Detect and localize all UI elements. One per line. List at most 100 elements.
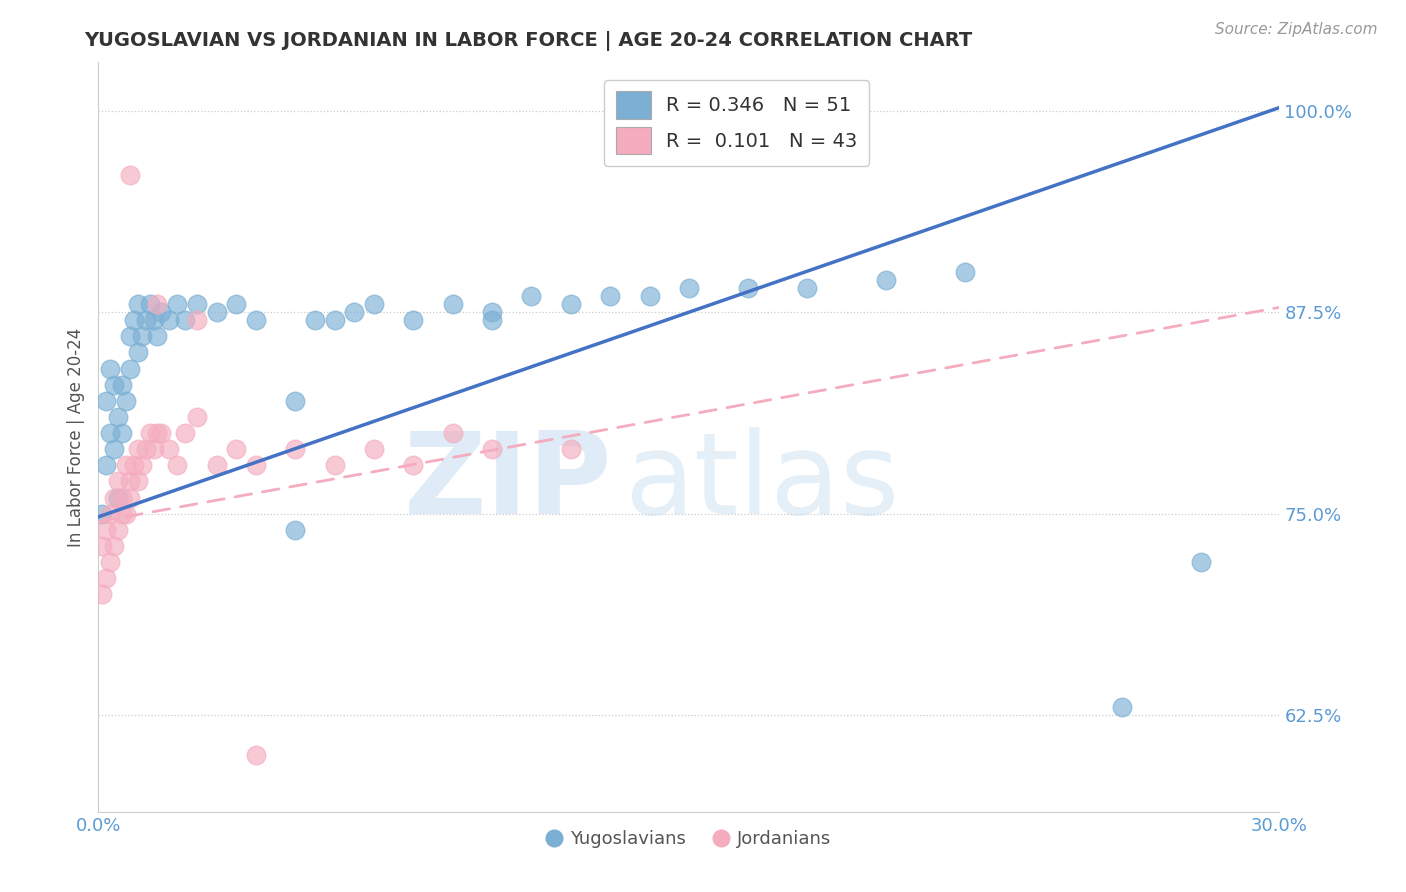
Point xyxy=(638,289,661,303)
Point xyxy=(245,313,267,327)
Point xyxy=(107,491,129,505)
Point xyxy=(284,442,307,457)
Point xyxy=(107,409,129,424)
Point xyxy=(304,313,326,327)
Text: ZIP: ZIP xyxy=(404,426,612,538)
Point xyxy=(122,313,145,327)
Point xyxy=(103,377,125,392)
Point xyxy=(323,458,346,473)
Point xyxy=(560,442,582,457)
Point xyxy=(122,458,145,473)
Point xyxy=(142,313,165,327)
Point xyxy=(174,425,197,440)
Point xyxy=(1189,555,1212,569)
Point xyxy=(107,475,129,489)
Point xyxy=(678,281,700,295)
Point xyxy=(138,425,160,440)
Point xyxy=(441,297,464,311)
Point xyxy=(186,313,208,327)
Point xyxy=(107,523,129,537)
Point xyxy=(118,329,141,343)
Legend: Yugoslavians, Jordanians: Yugoslavians, Jordanians xyxy=(540,822,838,855)
Point xyxy=(96,393,118,408)
Point xyxy=(118,361,141,376)
Point xyxy=(146,425,169,440)
Point xyxy=(245,748,267,763)
Point xyxy=(146,329,169,343)
Text: Source: ZipAtlas.com: Source: ZipAtlas.com xyxy=(1215,22,1378,37)
Point xyxy=(737,281,759,295)
Point xyxy=(343,305,366,319)
Point xyxy=(98,555,121,569)
Point xyxy=(146,297,169,311)
Point xyxy=(166,297,188,311)
Point xyxy=(402,313,425,327)
Point xyxy=(98,425,121,440)
Point xyxy=(166,458,188,473)
Point xyxy=(98,507,121,521)
Point xyxy=(127,345,149,359)
Point xyxy=(1111,700,1133,714)
Point xyxy=(118,491,141,505)
Point xyxy=(111,507,134,521)
Point xyxy=(127,442,149,457)
Point xyxy=(138,297,160,311)
Point xyxy=(96,571,118,585)
Text: atlas: atlas xyxy=(624,426,900,538)
Point xyxy=(150,425,173,440)
Point xyxy=(284,393,307,408)
Point xyxy=(131,458,153,473)
Point xyxy=(174,313,197,327)
Y-axis label: In Labor Force | Age 20-24: In Labor Force | Age 20-24 xyxy=(66,327,84,547)
Point xyxy=(245,458,267,473)
Point xyxy=(118,168,141,182)
Point xyxy=(135,313,157,327)
Point xyxy=(111,377,134,392)
Point xyxy=(481,442,503,457)
Point xyxy=(323,313,346,327)
Point xyxy=(186,297,208,311)
Point xyxy=(599,289,621,303)
Point xyxy=(111,491,134,505)
Point xyxy=(205,458,228,473)
Point xyxy=(481,313,503,327)
Point xyxy=(115,458,138,473)
Point xyxy=(520,289,543,303)
Point xyxy=(131,329,153,343)
Point xyxy=(127,475,149,489)
Point xyxy=(115,393,138,408)
Point xyxy=(157,442,180,457)
Point xyxy=(91,539,114,553)
Point xyxy=(363,297,385,311)
Point xyxy=(103,442,125,457)
Point xyxy=(142,442,165,457)
Point xyxy=(111,425,134,440)
Point xyxy=(205,305,228,319)
Point xyxy=(91,507,114,521)
Point xyxy=(115,507,138,521)
Point xyxy=(560,297,582,311)
Point xyxy=(157,313,180,327)
Text: YUGOSLAVIAN VS JORDANIAN IN LABOR FORCE | AGE 20-24 CORRELATION CHART: YUGOSLAVIAN VS JORDANIAN IN LABOR FORCE … xyxy=(84,31,973,51)
Point xyxy=(96,523,118,537)
Point xyxy=(98,361,121,376)
Point xyxy=(118,475,141,489)
Point xyxy=(135,442,157,457)
Point xyxy=(186,409,208,424)
Point xyxy=(875,273,897,287)
Point xyxy=(103,539,125,553)
Point xyxy=(103,491,125,505)
Point xyxy=(796,281,818,295)
Point xyxy=(150,305,173,319)
Point xyxy=(96,458,118,473)
Point xyxy=(127,297,149,311)
Point xyxy=(225,297,247,311)
Point xyxy=(481,305,503,319)
Point xyxy=(441,425,464,440)
Point xyxy=(363,442,385,457)
Point xyxy=(91,587,114,601)
Point xyxy=(953,265,976,279)
Point xyxy=(284,523,307,537)
Point xyxy=(225,442,247,457)
Point xyxy=(402,458,425,473)
